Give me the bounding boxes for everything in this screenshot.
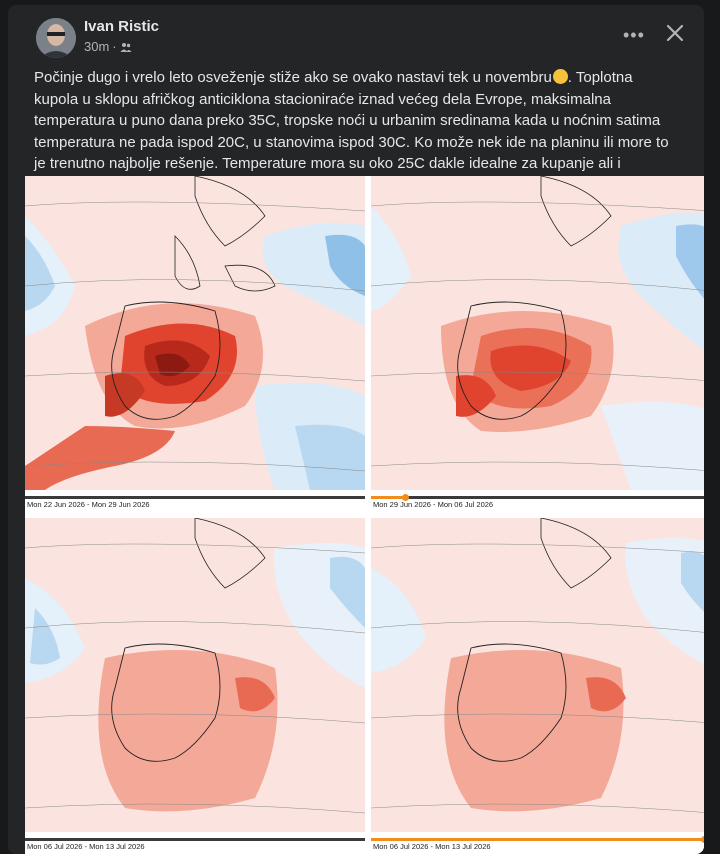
more-options-icon[interactable]: ••• — [623, 25, 645, 45]
temperature-anomaly-map — [25, 176, 365, 490]
facebook-post: Ivan Ristic 30m · ••• Počinje dugo i vre… — [8, 5, 704, 854]
post-text: Počinje dugo i vrelo leto osveženje stiž… — [34, 69, 669, 194]
map-panel-2[interactable]: Mon 29 Jun 2026 - Mon 06 Jul 2026 — [371, 176, 704, 513]
timeline-bar[interactable] — [25, 838, 365, 841]
map-panel-4[interactable]: Mon 06 Jul 2026 - Mon 13 Jul 2026 — [371, 518, 704, 854]
post-time[interactable]: 30m — [84, 39, 110, 54]
temperature-anomaly-map — [371, 176, 704, 490]
timeline-handle[interactable] — [701, 836, 704, 843]
timeline-bar[interactable] — [371, 836, 704, 843]
timeline-handle[interactable] — [402, 494, 409, 501]
timeline-bar[interactable] — [25, 496, 365, 499]
timeline-bar[interactable] — [371, 494, 704, 501]
author-name[interactable]: Ivan Ristic — [84, 18, 160, 35]
map-date-range: Mon 06 Jul 2026 - Mon 13 Jul 2026 — [27, 842, 145, 851]
map-date-range: Mon 29 Jun 2026 - Mon 06 Jul 2026 — [373, 500, 494, 509]
map-panel-3[interactable]: Mon 06 Jul 2026 - Mon 13 Jul 2026 — [25, 518, 365, 854]
post-meta: 30m · — [84, 39, 132, 54]
winking-face-emoji — [552, 69, 568, 84]
timeline-progress — [371, 838, 704, 841]
map-panel-1[interactable]: Mon 22 Jun 2026 - Mon 29 Jun 2026 — [25, 176, 365, 513]
post-header: Ivan Ristic 30m · ••• — [8, 5, 704, 63]
map-grid[interactable]: Mon 22 Jun 2026 - Mon 29 Jun 2026 Mon 29… — [25, 176, 704, 854]
temperature-anomaly-map — [25, 518, 365, 832]
close-icon[interactable] — [663, 21, 687, 45]
avatar[interactable] — [36, 18, 76, 58]
map-date-range: Mon 22 Jun 2026 - Mon 29 Jun 2026 — [27, 500, 150, 509]
friends-icon — [120, 42, 132, 52]
temperature-anomaly-map — [371, 518, 704, 832]
timeline-progress — [371, 496, 405, 499]
map-date-range: Mon 06 Jul 2026 - Mon 13 Jul 2026 — [373, 842, 491, 851]
